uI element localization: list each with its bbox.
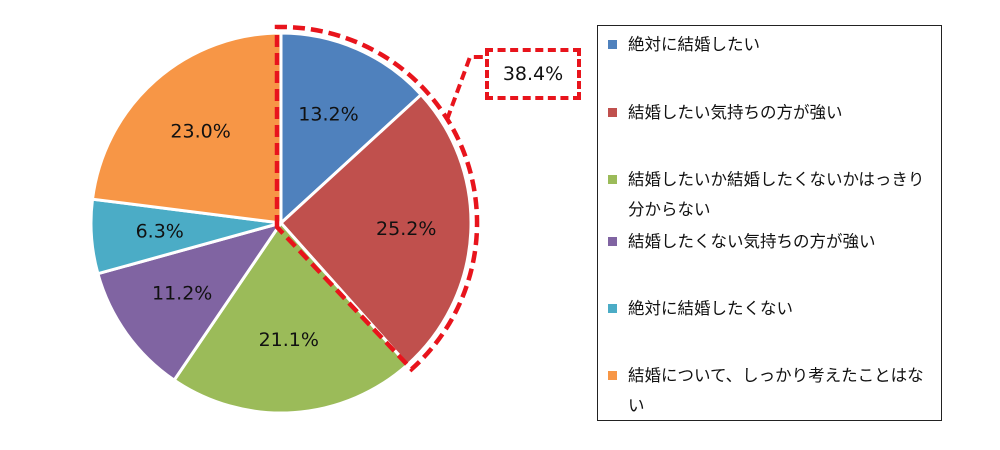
legend-label-4: 絶対に結婚したくない: [628, 299, 793, 318]
slice-label-0: 13.2%: [298, 104, 358, 126]
legend-label-3: 結婚したくない気持ちの方が強い: [628, 232, 876, 251]
slice-label-5: 23.0%: [170, 120, 230, 142]
legend-swatch-5: [608, 371, 617, 380]
pie-slice-5: [90, 31, 283, 225]
pie-slice-0: [279, 31, 424, 227]
pie-slices: [89, 31, 473, 415]
slice-label-4: 6.3%: [136, 220, 184, 242]
pie-slice-2: [172, 220, 410, 415]
legend-item-2: 結婚したいか結婚したくないかはっきり分からない: [608, 165, 933, 225]
legend-label-5: 結婚について、しっかり考えたことはない: [628, 366, 924, 415]
slice-labels: 13.2% 25.2% 21.1% 11.2% 6.3% 23.0%: [136, 104, 437, 351]
highlight-callout-label: 38.4%: [502, 63, 564, 85]
legend-item-0: 絶対に結婚したい: [608, 30, 933, 60]
pie-slice-1: [278, 92, 473, 367]
legend-item-3: 結婚したくない気持ちの方が強い: [608, 227, 933, 257]
legend-swatch-0: [608, 40, 617, 49]
slice-label-1: 25.2%: [376, 218, 436, 240]
legend-item-5: 結婚について、しっかり考えたことはない: [608, 361, 933, 421]
legend-item-1: 結婚したい気持ちの方が強い: [608, 98, 933, 128]
legend: 絶対に結婚したい 結婚したい気持ちの方が強い 結婚したいか結婚したくないかはっき…: [597, 25, 942, 421]
highlight-callout: 38.4%: [485, 48, 581, 100]
legend-swatch-1: [608, 108, 617, 117]
highlight-outline-path: [274, 24, 480, 373]
legend-swatch-2: [608, 175, 617, 184]
legend-label-1: 結婚したい気持ちの方が強い: [628, 103, 843, 122]
legend-label-2: 結婚したいか結婚したくないかはっきり分からない: [628, 170, 925, 219]
legend-swatch-3: [608, 237, 617, 246]
legend-label-0: 絶対に結婚したい: [628, 35, 760, 54]
callout-leader-line: [445, 55, 485, 120]
highlight-outline: [274, 24, 485, 373]
legend-item-4: 絶対に結婚したくない: [608, 294, 933, 324]
slice-label-2: 21.1%: [259, 329, 319, 351]
slice-label-3: 11.2%: [152, 282, 212, 304]
legend-swatch-4: [608, 304, 617, 313]
